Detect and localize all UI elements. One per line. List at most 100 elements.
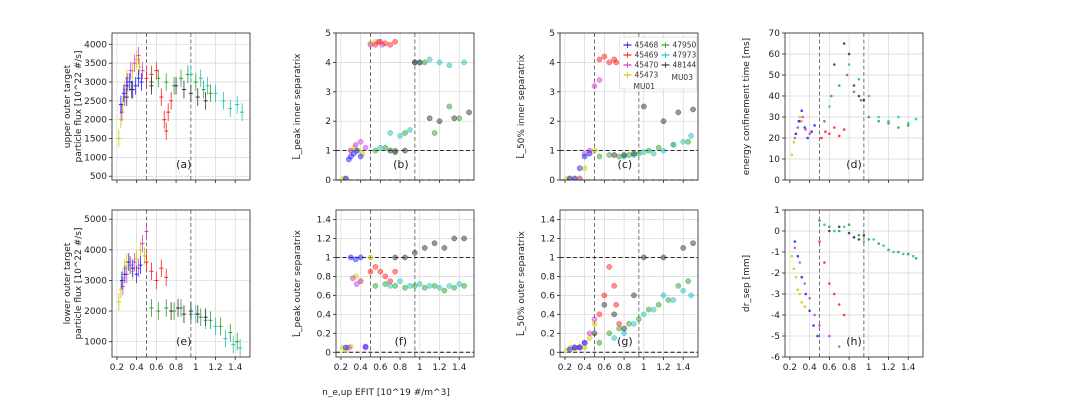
y-axis-label: energy confinement time [ms] (742, 38, 752, 175)
panel-h: -6 -5 -4 -3 -2 -1 0 1 0.2 0.4 0.6 0.8 1 1.2 1.4 (h) dr_s… (742, 206, 924, 373)
y-tick-label: -3 (771, 290, 780, 300)
data-point (828, 334, 831, 338)
data-point (680, 138, 687, 145)
series-47973 (387, 278, 463, 291)
x-tick-label: 0.2 (334, 363, 348, 373)
series-45470 (119, 46, 145, 121)
data-point (800, 109, 804, 112)
series-45469 (372, 38, 398, 48)
legend-label: 47950 (672, 41, 696, 50)
data-point (436, 118, 443, 125)
series-45470 (347, 38, 386, 154)
data-point (387, 283, 394, 289)
data-point (842, 128, 846, 131)
data-point (837, 225, 841, 229)
data-point (800, 275, 804, 279)
y-tick-label: 1.2 (541, 234, 555, 244)
data-point (645, 147, 652, 154)
data-point (818, 219, 821, 222)
series-45470 (793, 246, 841, 348)
data-point (601, 53, 608, 60)
data-point (621, 325, 627, 332)
legend-label: 45473 (634, 71, 658, 80)
data-point (790, 254, 794, 258)
data-point (867, 238, 871, 241)
series-45468 (119, 253, 143, 290)
series-47950 (823, 73, 910, 129)
data-point (571, 344, 578, 351)
data-point (357, 278, 364, 284)
data-point (387, 130, 394, 136)
y-tick-label: 4000 (84, 40, 107, 50)
y-tick-label: 4000 (84, 246, 107, 256)
data-point (626, 152, 632, 158)
data-point (847, 63, 851, 66)
data-point (670, 141, 677, 148)
data-point (596, 339, 603, 346)
series-47973 (611, 287, 694, 341)
x-tick-label: 1.2 (208, 363, 222, 373)
data-point (823, 119, 826, 123)
series-47950 (818, 219, 918, 260)
legend-label: 45470 (634, 61, 658, 70)
data-point (367, 254, 374, 261)
x-tick-label: 1 (641, 363, 647, 373)
series-45469 (818, 240, 846, 317)
data-point (857, 238, 861, 241)
data-point (832, 292, 836, 296)
data-point (402, 130, 408, 136)
x-tick-label: 0.8 (617, 363, 632, 373)
x-tick-label: 0.4 (353, 363, 368, 373)
data-point (793, 240, 797, 243)
data-point (847, 231, 851, 235)
y-axis-label: upper outer targetparticle flux [10^22 #… (63, 51, 84, 163)
data-point (441, 245, 448, 251)
data-point (591, 147, 598, 154)
data-point (357, 153, 364, 160)
legend-label: 45468 (634, 41, 658, 50)
data-point (461, 59, 467, 66)
y-tick-label: 0.4 (541, 310, 556, 320)
data-point (357, 138, 364, 145)
y-tick-label: 3 (325, 88, 331, 98)
series-47973 (193, 305, 243, 357)
data-point (436, 284, 443, 291)
data-point (887, 122, 890, 125)
panel-b: 0 1 2 3 4 5 (b) L̂_peak inner separatrix (291, 29, 475, 186)
y-tick-label: 0.8 (317, 272, 332, 282)
series-45469 (144, 253, 169, 290)
series-48144 (828, 225, 866, 241)
axes-frame (784, 32, 924, 181)
series-45469 (596, 264, 622, 327)
axes-frame (784, 209, 924, 358)
data-point (798, 292, 802, 296)
x-tick-label: 0.8 (393, 363, 408, 373)
data-point (660, 254, 667, 261)
legend-entry-45468: 45468 (623, 41, 659, 50)
data-point (581, 339, 588, 346)
y-tick-label: 2500 (84, 97, 107, 107)
data-point (804, 292, 807, 296)
data-point (808, 132, 811, 136)
data-point (813, 313, 816, 317)
data-point (377, 144, 384, 151)
y-axis-label: dr_sep [mm] (742, 255, 752, 312)
data-point (852, 90, 856, 94)
data-point (372, 283, 379, 289)
data-point (446, 283, 453, 289)
data-point (818, 324, 821, 327)
data-point (824, 130, 827, 133)
data-point (640, 103, 647, 110)
panel-d: 0 10 20 30 40 50 60 70 (d) energy confinement tim… (742, 29, 924, 186)
y-tick-label: 0 (549, 348, 555, 358)
x-tick-label: 1 (866, 363, 872, 373)
legend-entry-45470: 45470 (623, 61, 659, 70)
data-point (640, 254, 647, 261)
y-tick-label: 3000 (84, 78, 107, 88)
data-point (353, 147, 360, 154)
y-tick-label: 2000 (84, 116, 107, 126)
y-tick-label: 3500 (84, 59, 107, 69)
series-47973 (377, 56, 467, 151)
data-point (451, 115, 458, 122)
data-point (412, 59, 418, 66)
